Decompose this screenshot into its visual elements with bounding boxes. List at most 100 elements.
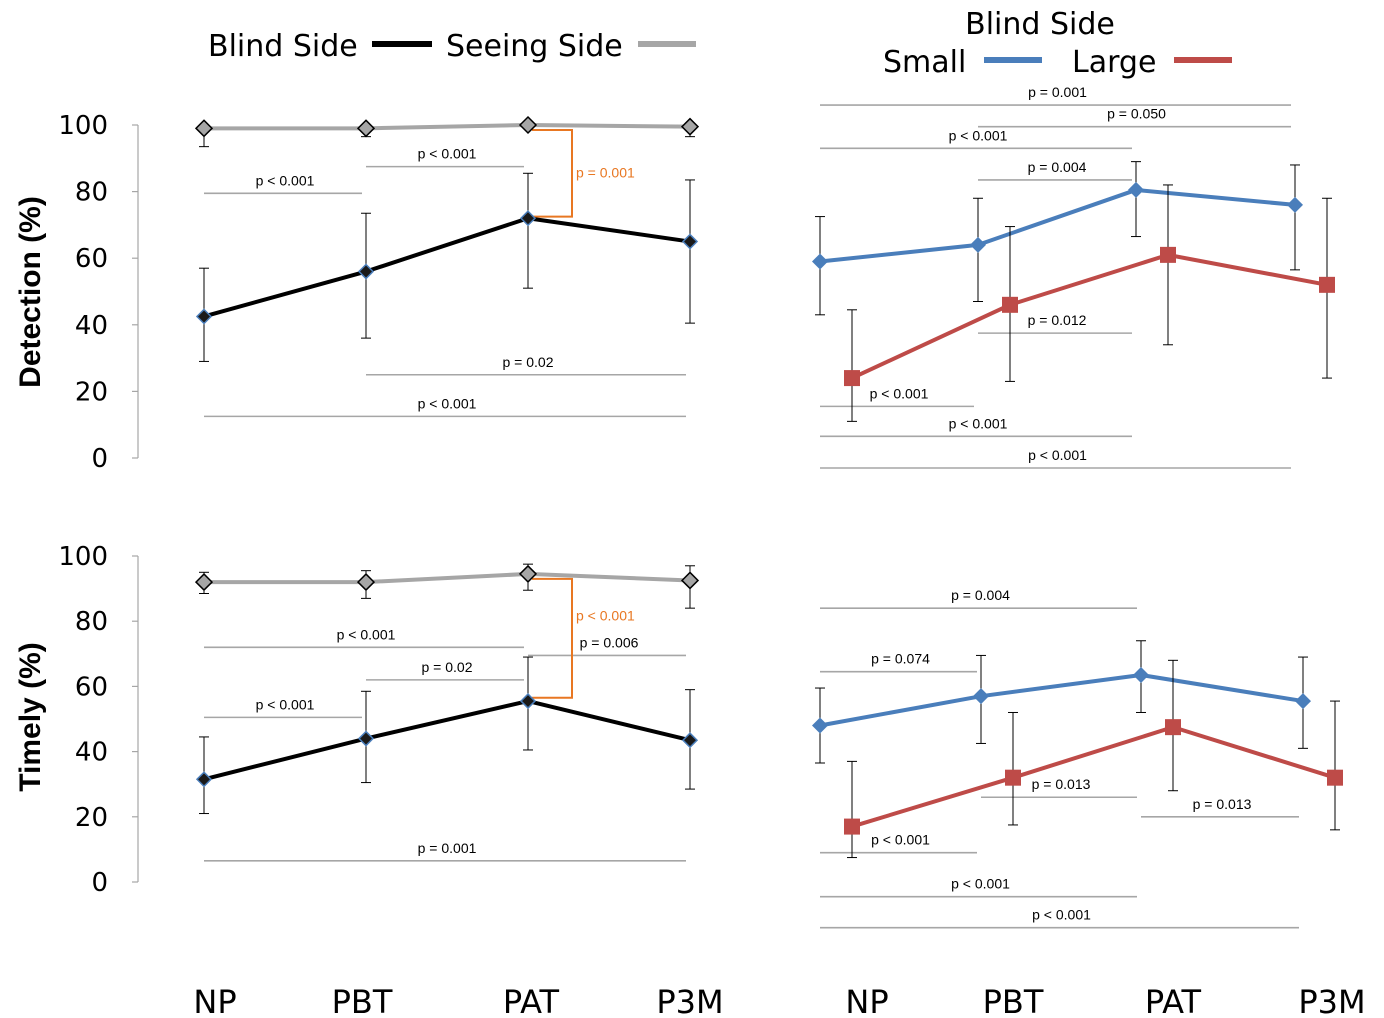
series-layer: [194, 115, 1343, 859]
data-point: [519, 693, 537, 710]
series-line: [851, 252, 1328, 380]
significance-label: p < 0.001: [418, 395, 477, 411]
legend-right: Blind Side Small Large: [883, 7, 1232, 80]
y-title-timely: Timely (%): [14, 642, 47, 792]
legend-left: Blind Side Seeing Side: [208, 29, 696, 64]
significance-label: p = 0.013: [1032, 776, 1091, 792]
data-point: [1295, 693, 1311, 710]
legend-blind-side-label: Blind Side: [208, 29, 358, 64]
legend-seeing-side-label: Seeing Side: [446, 29, 623, 64]
significance-bracket-label: p = 0.001: [576, 164, 635, 180]
data-point: [194, 119, 214, 138]
x-labels-layer: NP PBT PAT P3M NP PBT PAT P3M: [193, 983, 1365, 1018]
x-category-label: PAT: [1145, 983, 1202, 1018]
data-point: [680, 117, 700, 136]
series-line: [203, 216, 691, 319]
data-point: [1160, 246, 1176, 263]
significance-label: p < 0.001: [951, 876, 1010, 892]
x-category-label: P3M: [656, 983, 723, 1018]
data-point: [357, 263, 375, 280]
significance-label: p = 0.013: [1193, 796, 1252, 812]
significance-label: p = 0.004: [951, 587, 1010, 603]
significance-label: p = 0.006: [580, 634, 639, 650]
significance-label: p = 0.074: [871, 651, 930, 667]
y-tick-label: 60: [75, 244, 108, 274]
significance-label: p < 0.001: [871, 832, 930, 848]
significance-label: p < 0.001: [870, 385, 929, 401]
series-line: [204, 571, 691, 585]
series-line: [819, 672, 1304, 728]
data-point: [1133, 666, 1149, 683]
y-tick-label: 100: [58, 111, 108, 141]
legend-small-label: Small: [883, 45, 966, 80]
data-point: [519, 210, 537, 227]
significance-label: p = 0.02: [422, 659, 473, 675]
data-point: [812, 253, 828, 270]
significance-label: p = 0.001: [418, 840, 477, 856]
significance-label: p < 0.001: [256, 172, 315, 188]
y-tick-label: 80: [75, 607, 108, 637]
significance-label: p = 0.050: [1107, 106, 1166, 122]
data-point: [518, 564, 538, 583]
significance-label: p = 0.02: [503, 354, 554, 370]
significance-label: p = 0.012: [1028, 312, 1087, 328]
annotations-layer: p < 0.001 p < 0.001 p = 0.02 p < 0.001 p = 0…: [204, 84, 1299, 929]
series-line: [819, 187, 1296, 264]
series-line: [204, 123, 691, 131]
series-line: [851, 725, 1336, 829]
x-category-label: NP: [845, 983, 888, 1018]
significance-bracket: [532, 577, 573, 699]
significance-label: p < 0.001: [256, 696, 315, 712]
x-category-label: PBT: [983, 983, 1044, 1018]
data-point: [356, 573, 376, 592]
data-point: [1327, 769, 1343, 786]
data-point: [194, 573, 214, 592]
legend-large-label: Large: [1072, 45, 1156, 80]
y-tick-label: 80: [75, 178, 108, 208]
y-tick-label: 100: [58, 542, 108, 572]
data-point: [1165, 719, 1181, 736]
series-line: [203, 699, 691, 782]
data-point: [1319, 276, 1335, 293]
data-point: [195, 308, 213, 325]
x-category-label: PBT: [332, 983, 393, 1018]
significance-label: p < 0.001: [1032, 907, 1091, 923]
data-point: [844, 370, 860, 387]
x-category-label: PAT: [503, 983, 560, 1018]
data-point: [518, 115, 538, 135]
significance-label: p < 0.001: [949, 415, 1008, 431]
data-point: [844, 818, 860, 835]
data-point: [1287, 196, 1303, 213]
significance-label: p < 0.001: [949, 127, 1008, 143]
x-category-label: P3M: [1298, 983, 1365, 1018]
data-point: [681, 233, 699, 250]
data-point: [680, 571, 700, 590]
y-tick-label: 20: [75, 803, 108, 833]
significance-label: p = 0.004: [1028, 159, 1087, 175]
x-category-label: NP: [193, 983, 236, 1018]
legend-right-title: Blind Side: [965, 7, 1115, 42]
significance-label: p < 0.001: [418, 146, 477, 162]
significance-bracket: [532, 128, 573, 218]
significance-bracket-label: p < 0.001: [576, 607, 635, 623]
data-point: [812, 717, 828, 734]
y-tick-label: 40: [75, 738, 108, 768]
data-point: [1002, 296, 1018, 313]
significance-label: p < 0.001: [337, 626, 396, 642]
data-point: [973, 688, 989, 705]
data-point: [356, 119, 376, 138]
significance-label: p < 0.001: [1028, 447, 1087, 463]
data-point: [681, 732, 699, 749]
y-tick-label: 60: [75, 672, 108, 702]
y-tick-label: 40: [75, 311, 108, 341]
y-tick-label: 20: [75, 377, 108, 407]
data-point: [1005, 769, 1021, 786]
data-point: [1128, 181, 1144, 198]
data-point: [970, 236, 986, 253]
y-tick-label: 0: [91, 444, 108, 474]
y-tick-label: 0: [91, 868, 108, 898]
significance-label: p = 0.001: [1028, 84, 1087, 100]
data-point: [357, 730, 375, 747]
data-point: [195, 771, 213, 788]
